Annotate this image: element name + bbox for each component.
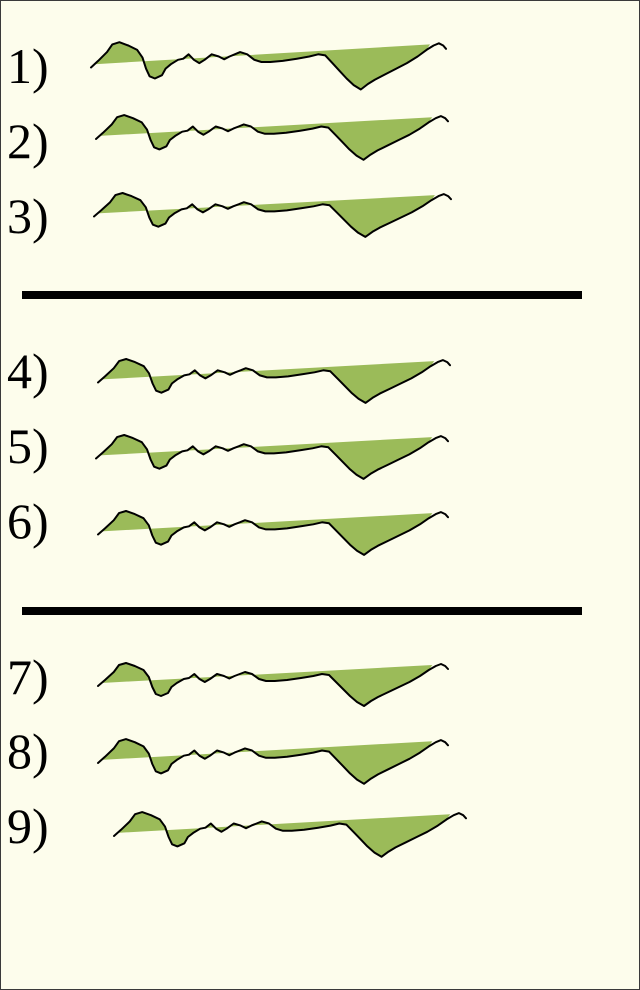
silhouette-9 [113,811,467,858]
silhouette-3 [93,192,452,238]
silhouette-row-7: 7) [1,649,640,713]
silhouette-row-9: 9) [1,798,640,862]
silhouette-row-3: 3) [1,188,640,252]
row-label-2: 2) [7,113,49,169]
silhouette-row-4: 4) [1,343,640,407]
silhouette-outline-9 [113,811,467,858]
group-divider-1 [22,291,582,299]
silhouette-outline-3 [93,192,452,238]
silhouette-row-2: 2) [1,113,640,177]
silhouette-row-6: 6) [1,493,640,557]
silhouette-row-8: 8) [1,723,640,787]
row-label-8: 8) [7,723,49,779]
row-label-5: 5) [7,418,49,474]
row-label-3: 3) [7,188,49,244]
silhouette-outline-8 [97,738,449,785]
silhouette-7 [97,662,449,707]
silhouette-row-5: 5) [1,418,640,482]
silhouette-4 [97,358,451,404]
silhouette-outline-6 [97,510,449,556]
row-label-1: 1) [7,38,49,94]
row-label-6: 6) [7,493,49,549]
silhouette-outline-1 [90,41,447,91]
silhouette-outline-4 [97,358,451,404]
silhouette-5 [95,434,449,480]
silhouette-outline-2 [95,114,449,161]
row-label-4: 4) [7,343,49,399]
silhouette-row-1: 1) [1,38,640,102]
row-label-7: 7) [7,649,49,705]
group-divider-2 [22,607,582,615]
silhouette-2 [95,114,449,161]
silhouette-1 [90,41,447,91]
row-label-9: 9) [7,798,49,854]
silhouette-6 [97,510,449,556]
silhouette-outline-5 [95,434,449,480]
silhouette-8 [97,738,449,785]
silhouette-outline-7 [97,662,449,707]
